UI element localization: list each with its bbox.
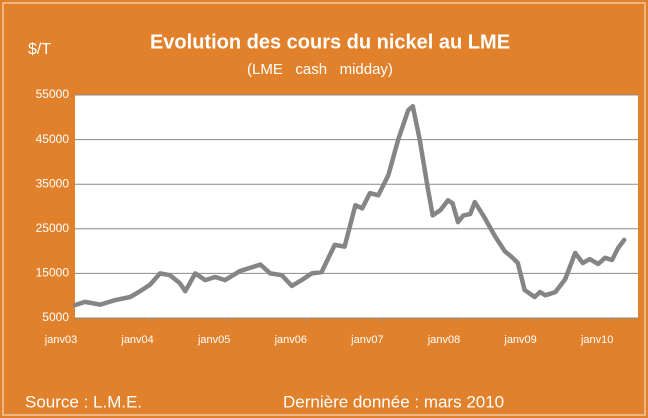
source: Source : L.M.E. [25,392,142,411]
y-tick-label: 15000 [36,266,70,280]
x-tick-label: janv08 [427,334,460,346]
y-axis-label: $/T [28,41,51,58]
y-tick-label: 45000 [36,132,70,146]
chart-subtitle: (LME cash midday) [247,61,393,78]
x-tick-label: janv07 [350,334,383,346]
x-tick-label: janv10 [580,334,613,346]
note: Dernière donnée : mars 2010 [283,392,504,411]
y-tick-label: 35000 [36,176,70,190]
x-tick-label: janv05 [197,334,230,346]
y-tick-label: 25000 [36,221,70,235]
data-line [72,103,627,308]
x-tick-label: janv03 [44,334,77,346]
x-tick-label: janv06 [274,334,307,346]
y-tick-label: 5000 [42,310,69,324]
x-tick-label: janv04 [120,334,153,346]
y-tick-label: 55000 [36,87,70,101]
x-tick-label: janv09 [503,334,536,346]
chart-title: Evolution des cours du nickel au LME [150,31,510,53]
